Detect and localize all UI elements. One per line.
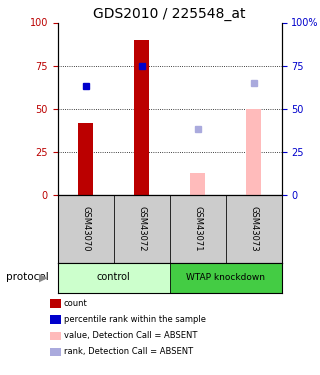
Text: control: control: [97, 273, 131, 282]
Bar: [246, 109, 261, 195]
Bar: [134, 40, 149, 195]
Text: rank, Detection Call = ABSENT: rank, Detection Call = ABSENT: [64, 347, 193, 356]
Text: GSM43070: GSM43070: [81, 206, 90, 252]
Text: count: count: [64, 299, 88, 308]
Title: GDS2010 / 225548_at: GDS2010 / 225548_at: [93, 8, 246, 21]
Bar: [58, 262, 170, 292]
Text: percentile rank within the sample: percentile rank within the sample: [64, 315, 206, 324]
Text: value, Detection Call = ABSENT: value, Detection Call = ABSENT: [64, 331, 197, 340]
Text: ▶: ▶: [39, 273, 47, 282]
Bar: [190, 172, 205, 195]
Bar: [78, 123, 93, 195]
Text: protocol: protocol: [6, 273, 49, 282]
Bar: [170, 262, 282, 292]
Bar: [226, 195, 282, 262]
Bar: [170, 195, 226, 262]
Text: GSM43072: GSM43072: [137, 206, 146, 252]
Bar: [114, 195, 170, 262]
Bar: [58, 195, 114, 262]
Text: WTAP knockdown: WTAP knockdown: [186, 273, 265, 282]
Text: GSM43071: GSM43071: [193, 206, 202, 252]
Text: GSM43073: GSM43073: [249, 206, 258, 252]
